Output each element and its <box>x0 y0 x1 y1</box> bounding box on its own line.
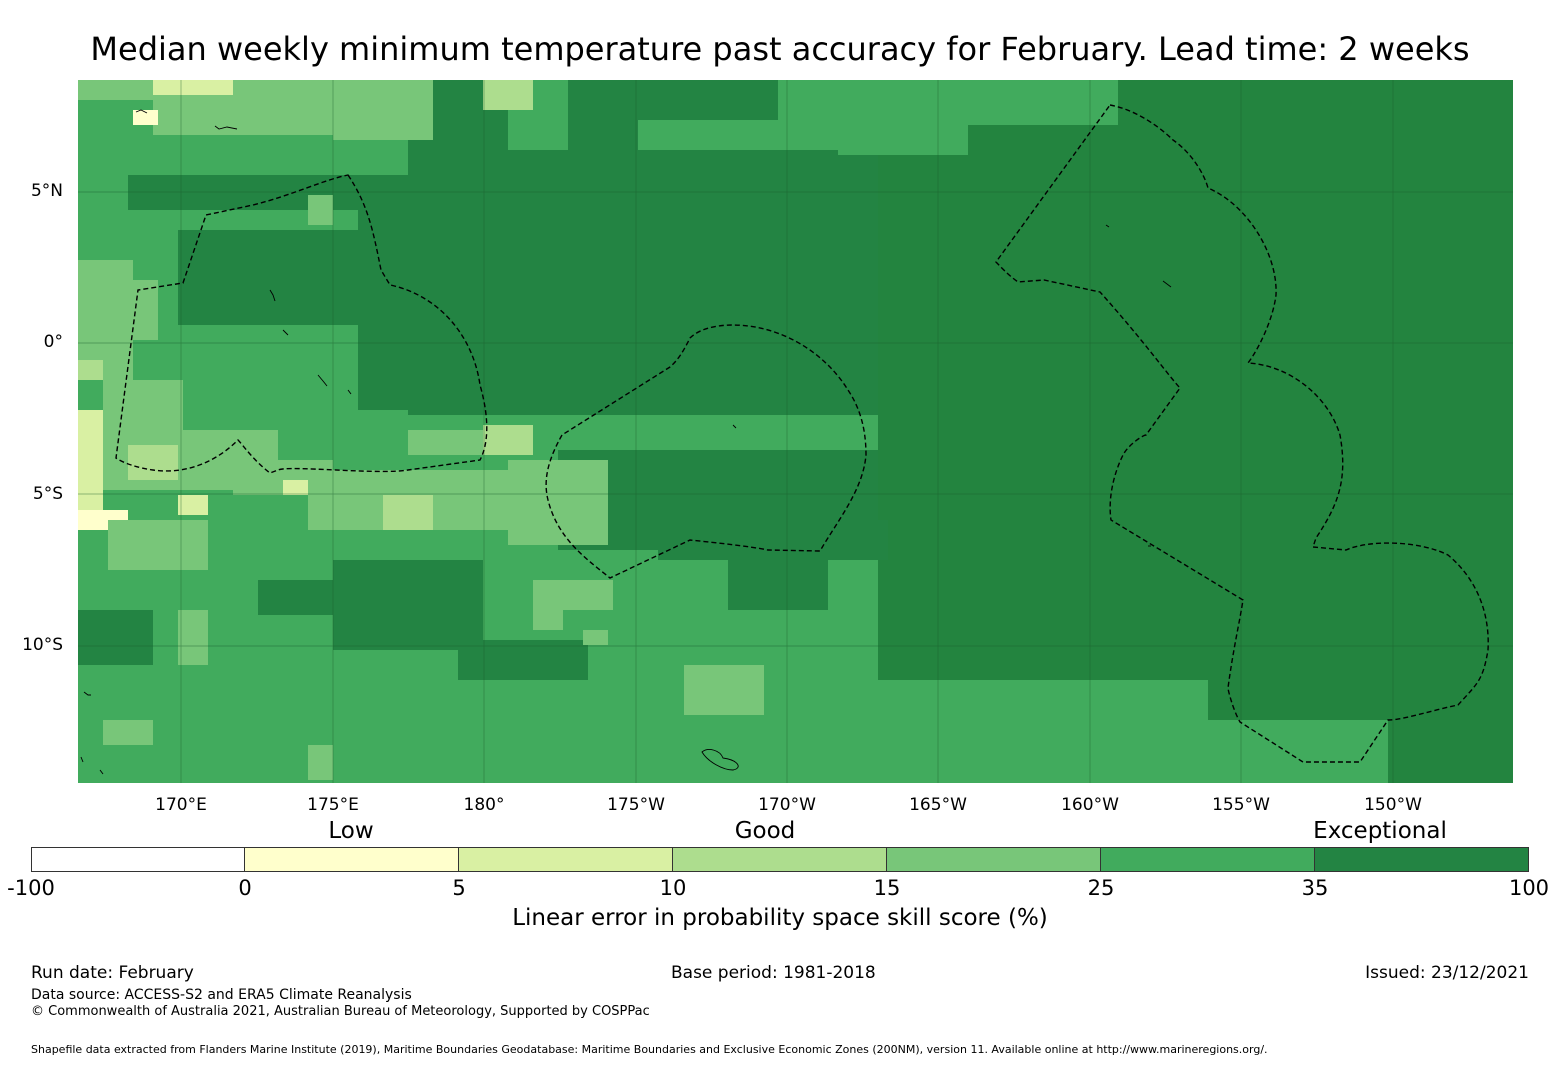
lon-label-160w: 160°W <box>1061 795 1119 815</box>
eez-boundaries <box>115 104 1489 763</box>
lon-label-175e: 175°E <box>307 795 359 815</box>
colorbar-tick: 5 <box>452 876 466 900</box>
lat-label-0: 0° <box>43 332 63 352</box>
copyright: © Commonwealth of Australia 2021, Austra… <box>31 1004 650 1019</box>
eez-kiribati-gilbert <box>115 174 488 474</box>
graticule <box>78 80 1513 783</box>
colorbar-segment <box>887 847 1101 872</box>
lat-label-5s: 5°S <box>32 484 63 504</box>
skill-cells <box>78 80 1388 783</box>
lon-label-170e: 170°E <box>155 795 207 815</box>
islands <box>80 109 1172 775</box>
colorbar-segment <box>673 847 887 872</box>
colorbar-segment <box>1101 847 1315 872</box>
colorbar-tick: 15 <box>873 876 901 900</box>
category-low: Low <box>328 818 374 844</box>
lon-label-175w: 175°W <box>607 795 665 815</box>
colorbar-label: Linear error in probability space skill … <box>512 905 1048 931</box>
colorbar <box>31 847 1529 872</box>
samoa-island <box>701 749 739 771</box>
run-date: Run date: February <box>31 963 194 983</box>
base-period: Base period: 1981-2018 <box>671 963 876 983</box>
colorbar-segment <box>1315 847 1529 872</box>
colorbar-tick: 10 <box>659 876 687 900</box>
lat-label-5n: 5°N <box>30 181 63 201</box>
category-exceptional: Exceptional <box>1313 818 1447 844</box>
issued-date: Issued: 23/12/2021 <box>1365 963 1529 983</box>
category-good: Good <box>734 818 796 844</box>
lon-label-170w: 170°W <box>758 795 816 815</box>
colorbar-tick: 0 <box>238 876 252 900</box>
map-graphic <box>78 80 1513 783</box>
lon-label-150w: 150°W <box>1364 795 1422 815</box>
colorbar-segment <box>459 847 673 872</box>
colorbar-segment <box>245 847 459 872</box>
map-title: Median weekly minimum temperature past a… <box>90 30 1470 68</box>
lon-label-165w: 165°W <box>909 795 967 815</box>
data-source: Data source: ACCESS-S2 and ERA5 Climate … <box>31 987 412 1003</box>
colorbar-tick: 100 <box>1508 876 1550 900</box>
colorbar-tick: 35 <box>1301 876 1329 900</box>
lat-label-10s: 10°S <box>22 635 63 655</box>
colorbar-tick: 25 <box>1087 876 1115 900</box>
lon-label-180: 180° <box>463 795 505 815</box>
eez-line-islands <box>995 104 1489 763</box>
colorbar-segment <box>31 847 245 872</box>
colorbar-tick: -100 <box>7 876 55 900</box>
shapefile-credit: Shapefile data extracted from Flanders M… <box>31 1043 1268 1056</box>
eez-phoenix <box>545 324 867 579</box>
skill-score-map[interactable] <box>78 80 1513 783</box>
lon-label-155w: 155°W <box>1212 795 1270 815</box>
